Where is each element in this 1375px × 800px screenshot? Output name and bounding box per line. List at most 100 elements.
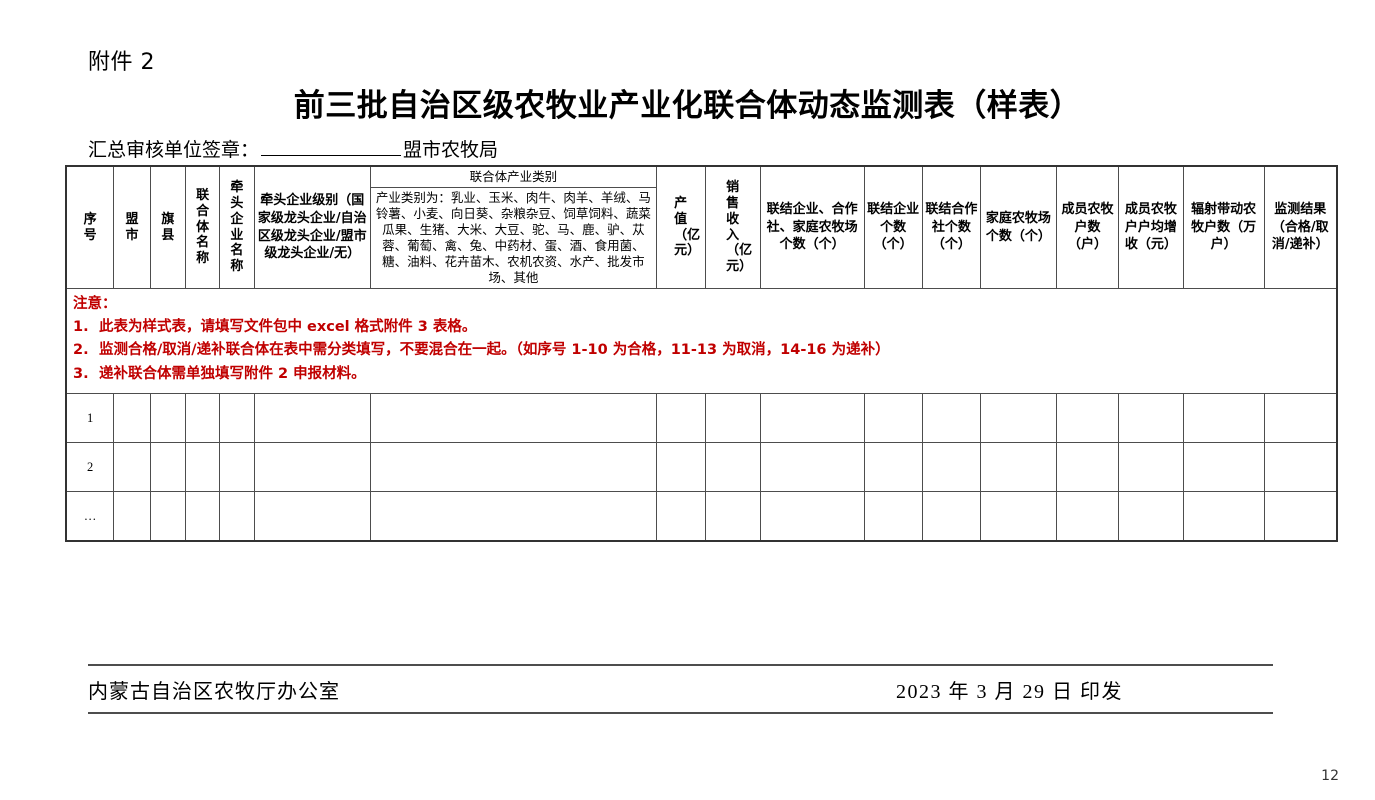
cell-linked-cooperatives[interactable] <box>921 442 981 493</box>
col-header-family-farms: 家庭农牧场个数（个） <box>979 165 1057 289</box>
cell-union-name[interactable] <box>184 393 221 444</box>
col-header-output-value: 产值（亿元） <box>655 165 706 289</box>
cell-linked-cooperatives[interactable] <box>921 393 981 444</box>
col-header-radiated-households-label: 辐射带动农牧户数（万户） <box>1191 201 1257 253</box>
col-header-lead-enterprise-level: 牵头企业级别（国家级龙头企业/自治区级龙头企业/盟市级龙头企业/无） <box>253 165 371 289</box>
cell-member-income-increase[interactable] <box>1118 442 1184 493</box>
cell-lead-enterprise-level[interactable] <box>253 491 371 542</box>
signature-blank-field[interactable] <box>261 138 402 156</box>
cell-member-income-increase[interactable] <box>1118 491 1184 542</box>
cell-league-city[interactable] <box>113 442 151 493</box>
page-title: 前三批自治区级农牧业产业化联合体动态监测表（样表） <box>293 88 1082 124</box>
col-header-sales-revenue: 销售收入（亿元） <box>704 165 761 289</box>
cell-league-city[interactable] <box>113 393 151 444</box>
cell-league-city[interactable] <box>113 491 151 542</box>
col-header-union-name: 联合体名称 <box>184 165 221 289</box>
note-number: 1. <box>73 318 89 335</box>
note-number: 3. <box>73 365 89 382</box>
cell-member-households[interactable] <box>1055 442 1120 493</box>
cell-industry-category[interactable] <box>369 442 657 493</box>
cell-lead-enterprise-name[interactable] <box>219 491 255 542</box>
footer-issue-date: 2023 年 3 月 29 日 印发 <box>896 681 1123 703</box>
col-header-lead-enterprise-name: 牵头企业名称 <box>219 165 255 289</box>
col-header-linked-cooperatives-label: 联结合作社个数（个） <box>925 201 978 253</box>
col-header-linked-total: 联结企业、合作社、家庭农牧场个数（个） <box>759 165 865 289</box>
note-text: 此表为样式表，请填写文件包中 excel 格式附件 3 表格。 <box>99 318 477 335</box>
col-header-member-households-label: 成员农牧户数（户） <box>1061 201 1114 253</box>
note-item: 2. 监测合格/取消/递补联合体在表中需分类填写，不要混合在一起。（如序号 1-… <box>73 339 1330 362</box>
signature-label: 汇总审核单位签章： <box>88 140 260 161</box>
monitor-table-wrap: 序号 盟市 旗县 联合体名称 牵头企业名称 牵头企业级别（国 <box>65 165 1338 543</box>
col-header-monitor-result-label: 监测结果（合格/取消/递补） <box>1271 201 1329 253</box>
signature-suffix: 盟市农牧局 <box>403 140 499 161</box>
cell-sales-revenue[interactable] <box>704 442 761 493</box>
table-row[interactable]: 2 <box>65 442 1338 493</box>
table-body: 注意： 1. 此表为样式表，请填写文件包中 excel 格式附件 3 表格。 2… <box>65 287 1338 542</box>
cell-linked-total[interactable] <box>759 491 865 542</box>
col-header-linked-enterprises: 联结企业个数（个） <box>863 165 923 289</box>
footer-divider-top <box>88 664 1273 666</box>
cell-radiated-households[interactable] <box>1182 442 1265 493</box>
cell-banner-county[interactable] <box>149 442 186 493</box>
col-header-linked-enterprises-label: 联结企业个数（个） <box>867 201 920 253</box>
col-header-monitor-result: 监测结果（合格/取消/递补） <box>1263 165 1338 289</box>
cell-monitor-result[interactable] <box>1263 393 1338 444</box>
cell-linked-enterprises[interactable] <box>863 393 923 444</box>
notes-list: 1. 此表为样式表，请填写文件包中 excel 格式附件 3 表格。 2. 监测… <box>73 316 1330 386</box>
cell-monitor-result[interactable] <box>1263 442 1338 493</box>
cell-union-name[interactable] <box>184 442 221 493</box>
col-header-member-households: 成员农牧户数（户） <box>1055 165 1120 289</box>
notes-row: 注意： 1. 此表为样式表，请填写文件包中 excel 格式附件 3 表格。 2… <box>65 287 1338 395</box>
cell-member-households[interactable] <box>1055 491 1120 542</box>
footer: 内蒙古自治区农牧厅办公室 2023 年 3 月 29 日 印发 <box>88 675 1273 704</box>
cell-radiated-households[interactable] <box>1182 491 1265 542</box>
cell-industry-category[interactable] <box>369 393 657 444</box>
cell-linked-enterprises[interactable] <box>863 442 923 493</box>
cell-output-value[interactable] <box>655 393 706 444</box>
cell-lead-enterprise-level[interactable] <box>253 442 371 493</box>
cell-lead-enterprise-level[interactable] <box>253 393 371 444</box>
cell-family-farms[interactable] <box>979 491 1057 542</box>
note-text: 监测合格/取消/递补联合体在表中需分类填写，不要混合在一起。（如序号 1-10 … <box>99 342 890 359</box>
table-row[interactable]: 1 <box>65 393 1338 444</box>
cell-linked-cooperatives[interactable] <box>921 491 981 542</box>
signature-line: 汇总审核单位签章： 盟市农牧局 <box>88 135 498 162</box>
footer-divider-bottom <box>88 712 1273 714</box>
cell-output-value[interactable] <box>655 442 706 493</box>
note-text: 递补联合体需单独填写附件 2 申报材料。 <box>99 365 366 382</box>
cell-banner-county[interactable] <box>149 393 186 444</box>
cell-member-income-increase[interactable] <box>1118 393 1184 444</box>
col-header-seq: 序号 <box>65 165 115 289</box>
cell-linked-enterprises[interactable] <box>863 491 923 542</box>
cell-member-households[interactable] <box>1055 393 1120 444</box>
notes-title: 注意： <box>73 296 117 312</box>
cell-sales-revenue[interactable] <box>704 491 761 542</box>
col-header-linked-total-label: 联结企业、合作社、家庭农牧场个数（个） <box>766 201 858 253</box>
col-header-league-city-label: 盟市 <box>125 211 139 243</box>
col-header-lead-enterprise-name-label: 牵头企业名称 <box>230 179 244 275</box>
cell-linked-total[interactable] <box>759 393 865 444</box>
table-row[interactable]: … <box>65 491 1338 542</box>
cell-linked-total[interactable] <box>759 442 865 493</box>
cell-output-value[interactable] <box>655 491 706 542</box>
cell-monitor-result[interactable] <box>1263 491 1338 542</box>
cell-lead-enterprise-name[interactable] <box>219 442 255 493</box>
col-header-output-value-label: 产值（亿元） <box>674 195 701 259</box>
cell-lead-enterprise-name[interactable] <box>219 393 255 444</box>
cell-union-name[interactable] <box>184 491 221 542</box>
note-number: 2. <box>73 342 89 359</box>
table-head: 序号 盟市 旗县 联合体名称 牵头企业名称 牵头企业级别（国 <box>65 165 1338 289</box>
col-header-family-farms-label: 家庭农牧场个数（个） <box>985 210 1051 244</box>
cell-sales-revenue[interactable] <box>704 393 761 444</box>
cell-industry-category[interactable] <box>369 491 657 542</box>
col-header-sales-revenue-label: 销售收入（亿元） <box>726 179 753 275</box>
page-number: 12 <box>1321 768 1339 784</box>
monitor-table: 序号 盟市 旗县 联合体名称 牵头企业名称 牵头企业级别（国 <box>65 165 1338 543</box>
cell-family-farms[interactable] <box>979 393 1057 444</box>
header-group-row: 序号 盟市 旗县 联合体名称 牵头企业名称 牵头企业级别（国 <box>65 165 1338 289</box>
cell-banner-county[interactable] <box>149 491 186 542</box>
cell-radiated-households[interactable] <box>1182 393 1265 444</box>
col-header-lead-enterprise-level-label: 牵头企业级别（国家级龙头企业/自治区级龙头企业/盟市级龙头企业/无） <box>257 192 367 262</box>
cell-family-farms[interactable] <box>979 442 1057 493</box>
